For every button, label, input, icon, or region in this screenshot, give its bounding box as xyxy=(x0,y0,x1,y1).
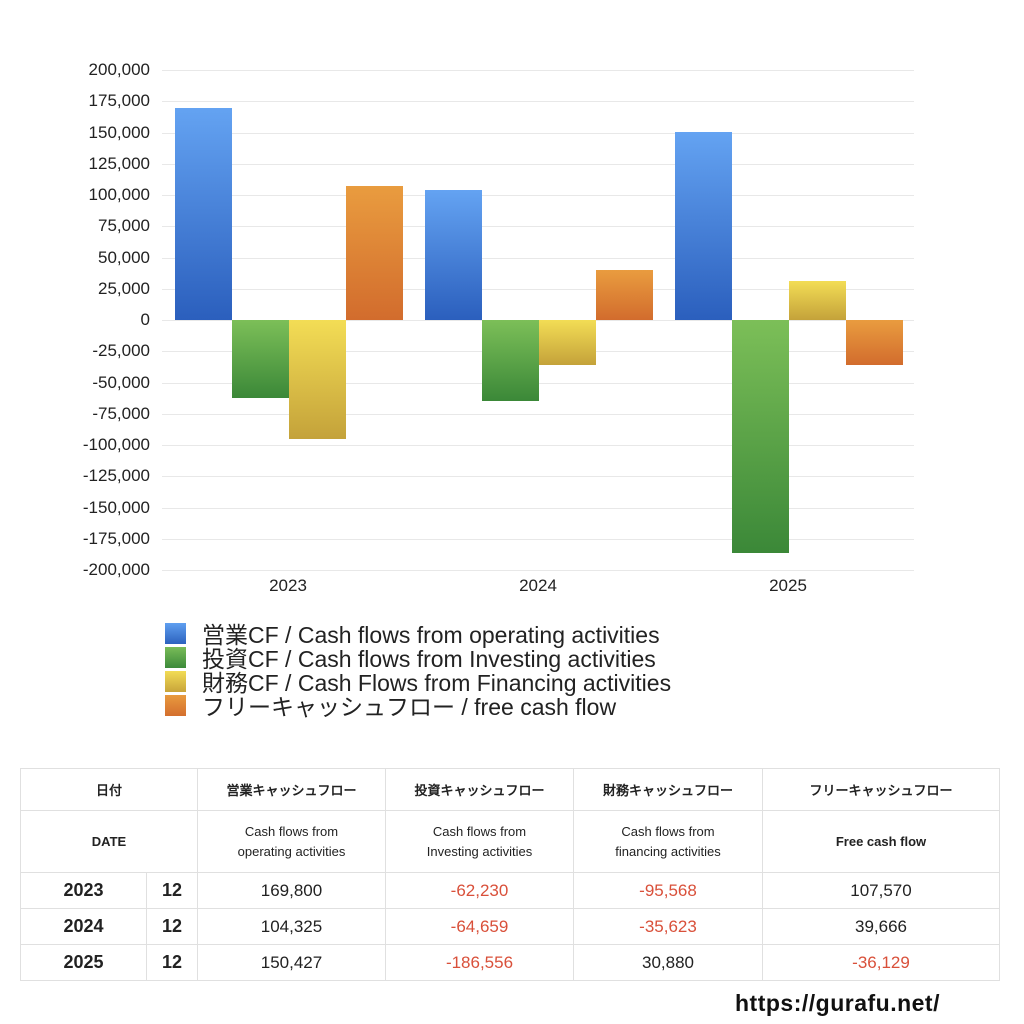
y-axis-tick-label: -175,000 xyxy=(82,528,150,548)
x-axis-tick-label: 2023 xyxy=(269,576,307,595)
y-axis-tick-label: -25,000 xyxy=(92,341,150,361)
legend-item-operating: 営業CF / Cash flows from operating activit… xyxy=(165,621,671,648)
header-financing-jp: 財務キャッシュフロー xyxy=(573,768,763,811)
legend-label: フリーキャッシュフロー / free cash flow xyxy=(202,694,617,720)
y-axis-tick-label: 200,000 xyxy=(88,60,150,79)
gridline xyxy=(162,476,914,478)
x-axis-tick-label: 2024 xyxy=(519,576,557,595)
cell-operating: 150,427 xyxy=(197,944,386,981)
legend-item-free-cash-flow: フリーキャッシュフロー / free cash flow xyxy=(165,693,671,720)
gridline xyxy=(162,570,914,571)
table-row: 2025 12 150,427 -186,556 30,880 -36,129 xyxy=(20,944,1000,981)
y-axis-tick-label: 175,000 xyxy=(88,91,150,111)
header-date-jp: 日付 xyxy=(20,768,198,811)
cell-year: 2025 xyxy=(20,944,147,981)
header-operating-jp: 営業キャッシュフロー xyxy=(197,768,386,811)
gridline xyxy=(162,413,914,415)
cell-financing: -35,623 xyxy=(573,908,763,945)
cell-year: 2023 xyxy=(20,872,147,909)
table-header-jp: 日付 営業キャッシュフロー 投資キャッシュフロー 財務キャッシュフロー フリーキ… xyxy=(20,768,1000,811)
gridline xyxy=(162,101,914,103)
cell-month: 12 xyxy=(146,908,198,945)
cell-financing: 30,880 xyxy=(573,944,763,981)
y-axis-tick-label: 125,000 xyxy=(88,153,150,173)
bar-operating-2025 xyxy=(674,131,732,320)
cell-free: 107,570 xyxy=(762,872,1000,909)
cell-operating: 169,800 xyxy=(197,872,386,909)
header-free-en: Free cash flow xyxy=(762,810,1000,873)
bar-free-cash-flow-2023 xyxy=(345,185,403,320)
y-axis-tick-label: -125,000 xyxy=(82,466,150,486)
y-axis-tick-label: 150,000 xyxy=(88,122,150,142)
legend-item-financing: 財務CF / Cash Flows from Financing activit… xyxy=(165,669,671,696)
header-free-jp: フリーキャッシュフロー xyxy=(762,768,1000,811)
bar-operating-2024 xyxy=(424,189,482,320)
table-row: 2023 12 169,800 -62,230 -95,568 107,570 xyxy=(20,872,1000,909)
gridline xyxy=(162,70,914,71)
bar-investing-2023 xyxy=(231,320,289,398)
header-investing-jp: 投資キャッシュフロー xyxy=(385,768,574,811)
y-axis-tick-label: -200,000 xyxy=(82,560,150,579)
cell-month: 12 xyxy=(146,944,198,981)
legend-swatch-operating xyxy=(165,622,186,644)
legend-swatch-financing xyxy=(165,670,186,692)
y-axis-tick-label: 0 xyxy=(140,310,150,329)
bar-investing-2025 xyxy=(731,320,789,554)
legend-label: 財務CF / Cash Flows from Financing activit… xyxy=(202,670,672,696)
gridline xyxy=(162,538,914,540)
cell-free: -36,129 xyxy=(762,944,1000,981)
legend-swatch-investing xyxy=(165,646,186,668)
cell-year: 2024 xyxy=(20,908,147,945)
y-axis-tick-label: 100,000 xyxy=(88,185,150,204)
header-investing-en: Cash flows from Investing activities xyxy=(385,810,574,873)
cell-month: 12 xyxy=(146,872,198,909)
y-axis-tick-label: 50,000 xyxy=(98,247,150,267)
cash-flow-table: 日付 営業キャッシュフロー 投資キャッシュフロー 財務キャッシュフロー フリーキ… xyxy=(20,768,1000,981)
table-row: 2024 12 104,325 -64,659 -35,623 39,666 xyxy=(20,908,1000,945)
y-axis-tick-label: -100,000 xyxy=(82,435,150,454)
legend-swatch-free-cash-flow xyxy=(165,694,186,716)
legend-item-investing: 投資CF / Cash flows from Investing activit… xyxy=(165,645,671,672)
legend-label: 営業CF / Cash flows from operating activit… xyxy=(202,622,660,648)
gridline xyxy=(162,163,914,165)
bar-financing-2025 xyxy=(788,281,846,320)
legend-label: 投資CF / Cash flows from Investing activit… xyxy=(202,646,656,672)
bar-free-cash-flow-2024 xyxy=(595,270,653,320)
site-url[interactable]: https://gurafu.net/ xyxy=(735,990,940,1016)
gridline xyxy=(162,195,914,196)
bar-financing-2023 xyxy=(288,320,346,440)
x-axis-tick-label: 2025 xyxy=(769,576,807,595)
cell-free: 39,666 xyxy=(762,908,1000,945)
cell-operating: 104,325 xyxy=(197,908,386,945)
header-financing-en: Cash flows from financing activities xyxy=(573,810,763,873)
y-axis-tick-label: -50,000 xyxy=(92,372,150,392)
y-axis-tick-label: -75,000 xyxy=(92,403,150,423)
gridline xyxy=(162,445,914,446)
cell-financing: -95,568 xyxy=(573,872,763,909)
gridline xyxy=(162,226,914,228)
chart-legend: 営業CF / Cash flows from operating activit… xyxy=(165,621,671,720)
y-axis-tick-label: -150,000 xyxy=(82,497,150,517)
gridline xyxy=(162,507,914,509)
gridline xyxy=(162,257,914,259)
y-axis-tick-label: 25,000 xyxy=(98,278,150,298)
cash-flow-chart: 200,000 175,000 150,000 125,000 100,000 75,00… xyxy=(82,60,914,595)
bar-operating-2023 xyxy=(174,107,232,320)
bar-free-cash-flow-2025 xyxy=(845,320,903,366)
cell-investing: -62,230 xyxy=(385,872,574,909)
cell-investing: -64,659 xyxy=(385,908,574,945)
bar-investing-2024 xyxy=(481,320,539,401)
gridline xyxy=(162,288,914,290)
header-operating-en: Cash flows from operating activities xyxy=(197,810,386,873)
header-date-en: DATE xyxy=(20,810,198,873)
bar-financing-2024 xyxy=(538,320,596,365)
y-axis-tick-label: 75,000 xyxy=(98,216,150,236)
cell-investing: -186,556 xyxy=(385,944,574,981)
gridline xyxy=(162,132,914,134)
table-header-en: DATE Cash flows from operating activitie… xyxy=(20,810,1000,873)
